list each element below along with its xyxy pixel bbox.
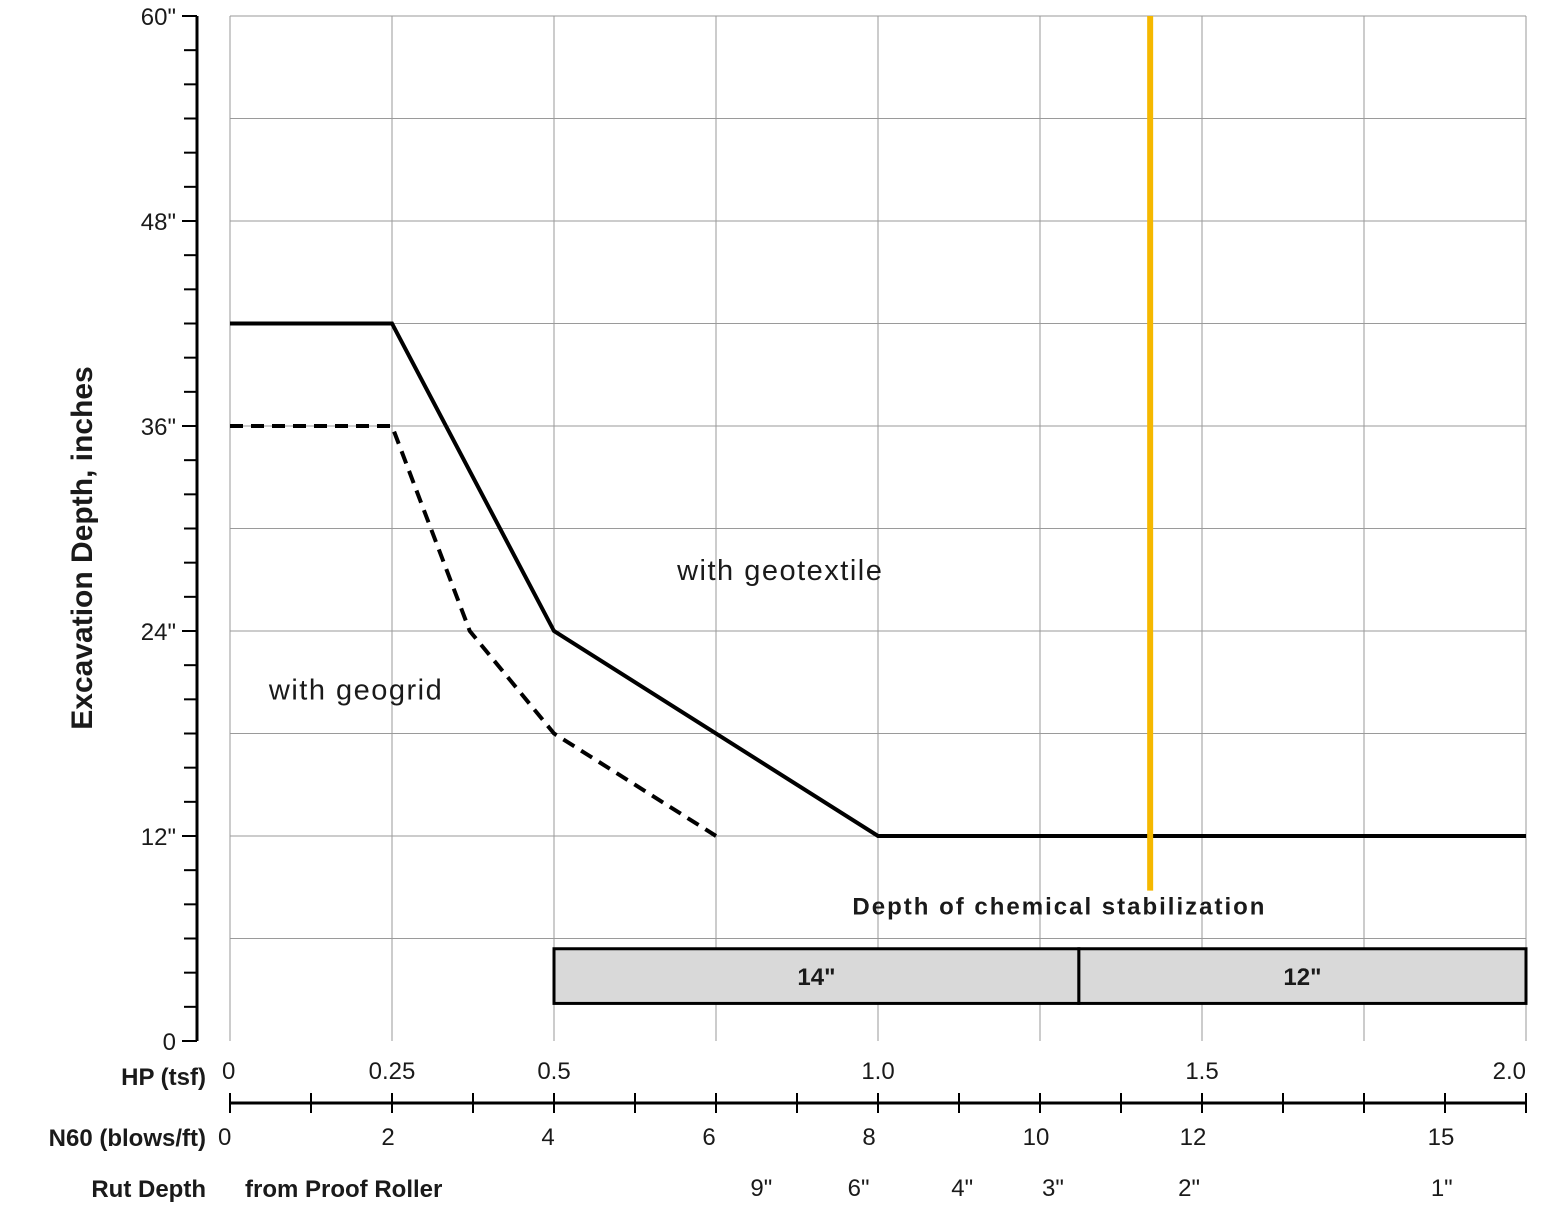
y-tick-label: 48" — [141, 209, 176, 236]
x-tick-label-rut: 1" — [1431, 1175, 1453, 1202]
x-tick-label-n60: 15 — [1428, 1124, 1455, 1151]
annotation-2: with geogrid — [268, 674, 443, 706]
x-tick-label-rut: 3" — [1042, 1175, 1064, 1202]
y-axis-title: Excavation Depth, inches — [66, 366, 99, 729]
series-lines — [230, 321, 1526, 838]
x-tick-label-rut: 2" — [1178, 1175, 1200, 1202]
x-tick-label-rut: 4" — [951, 1175, 973, 1202]
x-tick-label-hp: 2.0 — [1493, 1058, 1526, 1085]
x-axis-subtitle-rut: from Proof Roller — [245, 1176, 442, 1203]
y-tick-label: 0 — [163, 1029, 176, 1056]
x-tick-label-hp: 0 — [222, 1058, 235, 1085]
x-tick-label-n60: 2 — [381, 1124, 394, 1151]
stabilization-bars: 14" 12" — [552, 947, 1528, 1005]
x-axis-title-rut: Rut Depth — [91, 1176, 206, 1203]
y-tick-label: 12" — [141, 824, 176, 851]
x-axis-title-n60: N60 (blows/ft) — [49, 1125, 206, 1152]
x-tick-label-rut: 6" — [848, 1175, 870, 1202]
x-tick-label-hp: 1.0 — [861, 1058, 894, 1085]
x-tick-label-n60: 4 — [541, 1124, 554, 1151]
y-tick-label: 24" — [141, 619, 176, 646]
y-tick-label: 36" — [141, 414, 176, 441]
stabilization-bar-1 — [552, 947, 1081, 1005]
y-tick-label: 60" — [141, 4, 176, 31]
annotation-3: Depth of chemical stabilization — [852, 894, 1266, 921]
stabilization-bar-2 — [1077, 947, 1528, 1005]
x-tick-label-hp: 0.25 — [369, 1058, 416, 1085]
x-axis-title-hp: HP (tsf) — [121, 1064, 206, 1091]
annotation-1: with geotextile — [676, 555, 883, 587]
x-tick-label-n60: 12 — [1180, 1124, 1207, 1151]
stabilization-bar-label: 14" — [797, 964, 835, 991]
series-line-2 — [230, 424, 718, 838]
axes — [182, 15, 1527, 1113]
x-tick-label-n60: 8 — [862, 1124, 875, 1151]
labels: 012"24"36"48"60"HP (tsf) 0 0.25 0.5 1.0 1.5 2.… — [49, 4, 1526, 1203]
grid — [229, 15, 1527, 1041]
x-tick-label-hp: 1.5 — [1185, 1058, 1218, 1085]
series-line-1 — [230, 321, 1526, 838]
x-tick-label-n60: 0 — [218, 1124, 231, 1151]
x-tick-label-n60: 6 — [702, 1124, 715, 1151]
stabilization-bar-label: 12" — [1283, 964, 1321, 991]
x-tick-label-rut: 9" — [750, 1175, 772, 1202]
x-tick-label-n60: 10 — [1023, 1124, 1050, 1151]
x-tick-label-hp: 0.5 — [537, 1058, 570, 1085]
